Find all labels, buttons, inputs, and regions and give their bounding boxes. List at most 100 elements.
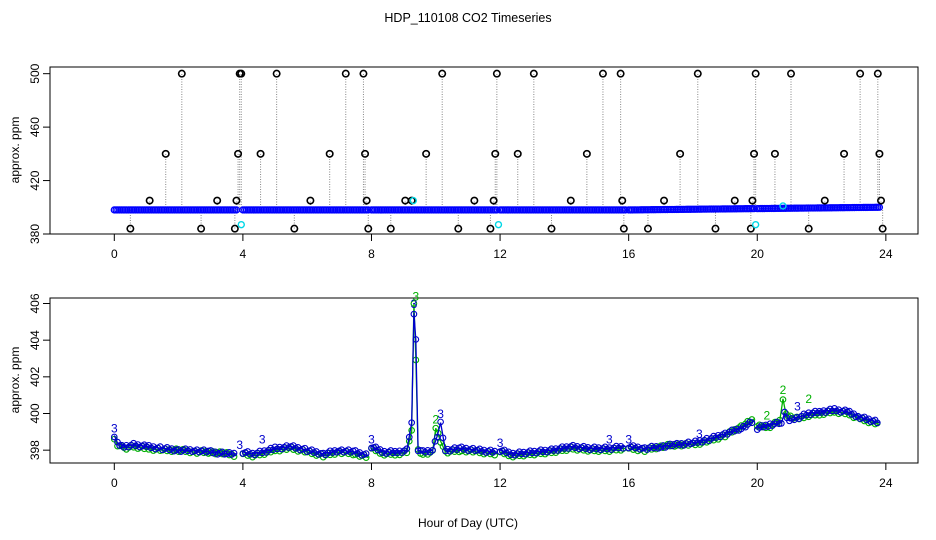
- spike-point: [878, 224, 887, 233]
- spike-point: [748, 196, 757, 205]
- series-label: 3: [437, 407, 444, 421]
- spike-point: [770, 149, 779, 158]
- spike-point: [486, 224, 495, 233]
- bottom-x-axis: 0 4 8 12 16 20 24: [111, 463, 893, 490]
- bottom-y-axis-label: approx. ppm: [8, 347, 22, 414]
- spike-point: [491, 149, 500, 158]
- series-label: 3: [794, 400, 801, 414]
- x-tick-label: 20: [751, 247, 765, 261]
- y-tick-label: 460: [28, 117, 42, 137]
- spike-point: [126, 224, 135, 233]
- spike-point: [438, 69, 447, 78]
- spike-point: [454, 224, 463, 233]
- x-tick-label: 20: [751, 476, 765, 490]
- series-point: [263, 448, 270, 456]
- series-label: 3: [259, 433, 266, 447]
- series-point: [408, 427, 416, 434]
- spike-point: [547, 224, 556, 233]
- secondary-point: [409, 196, 417, 205]
- spike-point: [359, 69, 368, 78]
- series-point: [412, 336, 420, 343]
- series-point: [405, 433, 413, 441]
- y-tick-label: 402: [28, 367, 42, 387]
- spike-point: [341, 69, 350, 78]
- series-point: [114, 438, 121, 446]
- top-y-axis: 380 420 460 500: [28, 63, 50, 244]
- spike-point: [873, 69, 882, 78]
- spike-point: [730, 196, 739, 205]
- x-tick-label: 16: [622, 476, 636, 490]
- spike-point: [325, 149, 334, 158]
- x-tick-label: 8: [368, 476, 375, 490]
- figure-title: HDP_110108 CO2 Timeseries: [384, 11, 551, 25]
- series-label: 2: [764, 409, 771, 423]
- series-point: [403, 445, 411, 453]
- x-tick-label: 4: [240, 476, 247, 490]
- spike-point: [237, 69, 246, 78]
- spike-point: [751, 69, 760, 78]
- spike-point: [401, 196, 410, 205]
- spike-point: [804, 224, 813, 233]
- series-point: [748, 419, 756, 427]
- spike-point: [364, 224, 373, 233]
- spike-point: [750, 149, 759, 158]
- series-point: [437, 418, 444, 426]
- y-tick-label: 420: [28, 170, 42, 190]
- x-tick-label: 4: [240, 247, 247, 261]
- baseline-point: [621, 206, 630, 214]
- baseline-point: [364, 206, 372, 214]
- series-label: 2: [432, 412, 439, 426]
- spike-point: [693, 69, 702, 78]
- y-tick-label: 380: [28, 224, 42, 244]
- series-point: [760, 423, 768, 431]
- series-point: [265, 446, 272, 454]
- x-tick-label: 12: [493, 476, 507, 490]
- top-panel: approx. ppm 0 4 8 12 16 20 24 380 420 460 500: [8, 63, 919, 261]
- spike-point: [711, 224, 720, 233]
- baseline-point: [493, 206, 501, 214]
- spike-point: [676, 149, 685, 158]
- series-point: [781, 408, 788, 416]
- x-tick-label: 24: [879, 476, 893, 490]
- series-point: [362, 450, 370, 457]
- series-point: [516, 448, 523, 456]
- series-point: [410, 300, 418, 307]
- spike-point: [234, 149, 243, 158]
- series-label: 3: [413, 290, 420, 304]
- spike-point: [489, 196, 498, 205]
- series-point: [317, 449, 325, 457]
- series-point: [509, 449, 517, 457]
- top-data-layer: [110, 69, 887, 233]
- series-label: 2: [780, 383, 787, 397]
- spike-point: [232, 196, 241, 205]
- y-tick-label: 500: [28, 63, 42, 83]
- spike-point: [177, 69, 186, 78]
- top-x-axis: 0 4 8 12 16 20 24: [111, 234, 893, 261]
- series-point: [753, 426, 761, 433]
- spike-point: [362, 196, 371, 205]
- series-label: 3: [497, 436, 504, 450]
- spike-point: [386, 224, 395, 233]
- series-point: [520, 448, 527, 456]
- spike-point: [582, 149, 591, 158]
- spike-point: [875, 149, 884, 158]
- x-tick-label: 16: [622, 247, 636, 261]
- spike-point: [618, 196, 627, 205]
- series-point: [410, 310, 418, 318]
- spike-point: [213, 196, 222, 205]
- spike-point: [598, 69, 607, 78]
- secondary-point: [751, 220, 760, 229]
- spike-point: [272, 69, 281, 78]
- series-point: [230, 449, 238, 457]
- series-label: 3: [411, 297, 418, 311]
- spike-point: [306, 196, 315, 205]
- series-point: [429, 446, 436, 454]
- spike-point: [361, 149, 370, 158]
- top-y-axis-label: approx. ppm: [8, 117, 22, 184]
- spike-point: [746, 224, 755, 233]
- spike-point: [856, 69, 865, 78]
- secondary-point: [237, 220, 245, 229]
- series-label: 3: [236, 438, 243, 452]
- series-point: [526, 447, 534, 455]
